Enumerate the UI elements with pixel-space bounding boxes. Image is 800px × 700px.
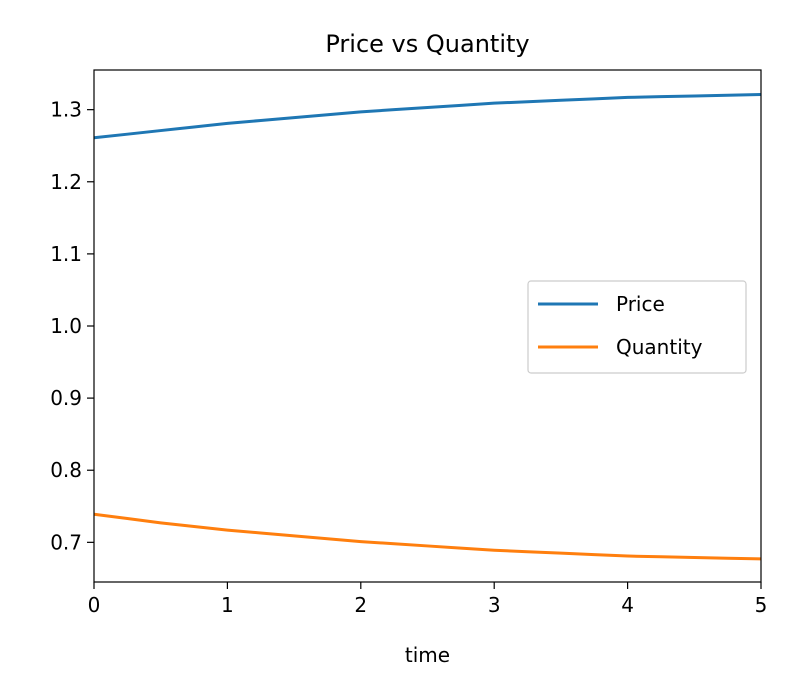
legend-label-price: Price: [616, 292, 665, 316]
x-tick-label: 0: [88, 593, 101, 617]
series-line-price: [93, 93, 762, 140]
chart-title: Price vs Quantity: [325, 30, 529, 58]
x-tick-label: 5: [755, 593, 768, 617]
y-tick-label: 0.8: [50, 458, 82, 482]
series-layer: [93, 93, 762, 561]
legend-label-quantity: Quantity: [616, 335, 703, 359]
y-tick-label: 1.0: [50, 314, 82, 338]
y-axis: 0.7 0.8 0.9 1.0 1.1 1.2 1.3: [50, 98, 94, 554]
y-tick-label: 1.3: [50, 98, 82, 122]
x-axis: 0 1 2 3 4 5: [88, 582, 768, 617]
x-tick-label: 4: [621, 593, 634, 617]
x-axis-label: time: [405, 643, 450, 667]
x-tick-label: 2: [354, 593, 367, 617]
y-tick-label: 1.2: [50, 170, 82, 194]
series-line-quantity: [93, 512, 762, 561]
x-tick-label: 1: [221, 593, 234, 617]
y-tick-label: 1.1: [50, 242, 82, 266]
y-tick-label: 0.7: [50, 530, 82, 554]
legend: Price Quantity: [527, 280, 747, 374]
x-tick-label: 3: [488, 593, 501, 617]
y-tick-label: 0.9: [50, 386, 82, 410]
